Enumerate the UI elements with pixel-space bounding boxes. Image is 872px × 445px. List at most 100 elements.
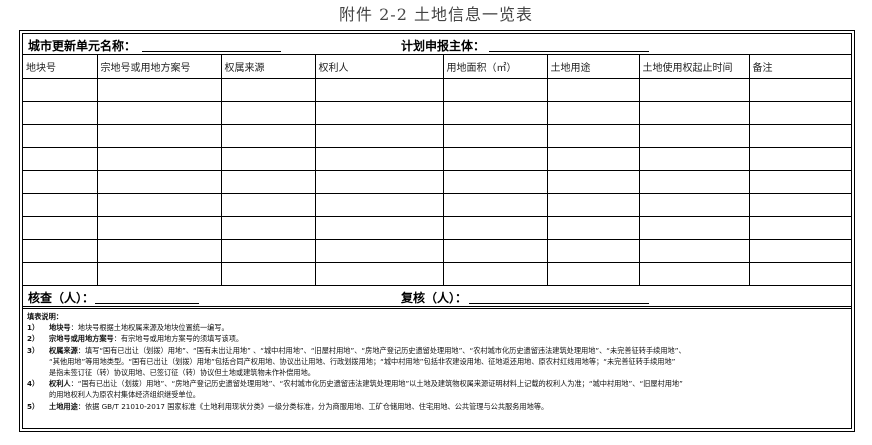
table-cell[interactable] xyxy=(638,170,750,194)
table-cell[interactable] xyxy=(23,78,98,102)
checker-label: 核查（人）： xyxy=(28,291,95,305)
table-cell[interactable] xyxy=(96,216,222,240)
table-cell[interactable] xyxy=(314,147,444,171)
table-cell[interactable] xyxy=(96,124,222,148)
instruction-number: 1） xyxy=(27,323,40,333)
table-cell[interactable] xyxy=(638,124,750,148)
table-cell[interactable] xyxy=(23,101,98,125)
table-cell[interactable] xyxy=(96,170,222,194)
table-cell[interactable] xyxy=(748,193,852,217)
table-row xyxy=(23,78,852,102)
instruction-term: 权属来源 xyxy=(49,345,78,355)
instruction-number: 4） xyxy=(27,379,40,389)
table-cell[interactable] xyxy=(442,193,548,217)
instruction-line: 5） 土地用途：依据 GB/T 21010-2017 国家标准《土地利用现状分类》… xyxy=(27,401,847,412)
table-cell[interactable] xyxy=(96,78,222,102)
table-cell[interactable] xyxy=(546,216,640,240)
table-cell[interactable] xyxy=(220,193,316,217)
table-cell[interactable] xyxy=(748,124,852,148)
instruction-text: 的用地权利人为原农村集体经济组织继受单位。 xyxy=(49,390,200,400)
table-cell[interactable] xyxy=(220,101,316,125)
table-cell[interactable] xyxy=(638,216,750,240)
form-inner: 城市更新单元名称： 计划申报主体： 地块号 宗地号或用地方案号 权属来源 权利人 用地面… xyxy=(22,33,852,429)
table-cell[interactable] xyxy=(220,170,316,194)
table-cell[interactable] xyxy=(546,193,640,217)
table-cell[interactable] xyxy=(314,101,444,125)
instruction-term: 土地用途 xyxy=(49,401,78,411)
table-cell[interactable] xyxy=(220,147,316,171)
instruction-text: “其他用地”等用地类型。“国有已出让（划拨）用地”包括合同产权用地、协议出让用地… xyxy=(49,356,676,366)
table-cell[interactable] xyxy=(23,170,98,194)
table-cell[interactable] xyxy=(638,78,750,102)
table-cell[interactable] xyxy=(442,78,548,102)
instruction-term: 地块号 xyxy=(49,323,71,333)
table-cell[interactable] xyxy=(748,78,852,102)
checker-field[interactable] xyxy=(95,303,199,304)
table-cell[interactable] xyxy=(314,262,444,286)
unit-name-label: 城市更新单元名称： xyxy=(28,39,137,53)
table-cell[interactable] xyxy=(23,239,98,263)
reviewer-field[interactable] xyxy=(469,303,649,304)
table-cell[interactable] xyxy=(314,170,444,194)
table-cell[interactable] xyxy=(220,124,316,148)
table-cell[interactable] xyxy=(314,78,444,102)
unit-name-field[interactable] xyxy=(142,51,281,52)
table-cell[interactable] xyxy=(96,193,222,217)
table-cell[interactable] xyxy=(748,170,852,194)
table-cell[interactable] xyxy=(638,239,750,263)
table-cell[interactable] xyxy=(546,170,640,194)
table-row xyxy=(23,124,852,148)
table-row xyxy=(23,262,852,286)
applicant-field[interactable] xyxy=(489,51,649,52)
table-cell[interactable] xyxy=(546,262,640,286)
form-header: 城市更新单元名称： 计划申报主体： xyxy=(23,34,851,55)
table-cell[interactable] xyxy=(220,239,316,263)
table-cell[interactable] xyxy=(638,193,750,217)
table-cell[interactable] xyxy=(546,147,640,171)
table-cell[interactable] xyxy=(748,101,852,125)
table-cell[interactable] xyxy=(442,147,548,171)
table-cell[interactable] xyxy=(442,101,548,125)
instruction-line: 4） 权利人：“国有已出让（划拨）用地”、“房地产登记历史遗留处理用地”、“农村城… xyxy=(27,378,847,389)
table-cell[interactable] xyxy=(220,78,316,102)
form-frame: 城市更新单元名称： 计划申报主体： 地块号 宗地号或用地方案号 权属来源 权利人 用地面… xyxy=(19,30,855,432)
table-cell[interactable] xyxy=(23,262,98,286)
table-cell[interactable] xyxy=(96,262,222,286)
table-cell[interactable] xyxy=(546,78,640,102)
reviewer-label: 复核（人）： xyxy=(401,291,468,305)
table-cell[interactable] xyxy=(748,239,852,263)
table-cell[interactable] xyxy=(638,262,750,286)
table-cell[interactable] xyxy=(220,262,316,286)
table-cell[interactable] xyxy=(96,147,222,171)
table-cell[interactable] xyxy=(314,124,444,148)
table-cell[interactable] xyxy=(638,147,750,171)
table-cell[interactable] xyxy=(442,239,548,263)
instruction-text: ：填写“国有已出让（划拨）用地”、“国有未出让用地” 、“城中村用地”、“旧屋村… xyxy=(77,345,686,355)
table-cell[interactable] xyxy=(96,101,222,125)
instruction-text: 是指未签订征（转）协议用地、已签订征（转）协议但土地或建筑物未作补偿用地。 xyxy=(49,368,315,378)
table-cell[interactable] xyxy=(23,216,98,240)
column-header: 权属来源 xyxy=(220,55,316,79)
table-cell[interactable] xyxy=(23,193,98,217)
table-cell[interactable] xyxy=(442,216,548,240)
table-cell[interactable] xyxy=(314,239,444,263)
table-cell[interactable] xyxy=(638,101,750,125)
table-cell[interactable] xyxy=(23,124,98,148)
table-cell[interactable] xyxy=(220,216,316,240)
table-cell[interactable] xyxy=(546,101,640,125)
table-cell[interactable] xyxy=(314,193,444,217)
table-cell[interactable] xyxy=(748,262,852,286)
instruction-text: ：地块号根据土地权属来源及地块位置统一编写。 xyxy=(70,323,229,333)
table-cell[interactable] xyxy=(96,239,222,263)
table-cell[interactable] xyxy=(748,147,852,171)
table-cell[interactable] xyxy=(314,216,444,240)
table-cell[interactable] xyxy=(23,147,98,171)
table-cell[interactable] xyxy=(442,170,548,194)
table-cell[interactable] xyxy=(442,262,548,286)
table-cell[interactable] xyxy=(546,124,640,148)
column-header: 土地使用权起止时间 xyxy=(638,55,750,79)
form-footer: 核查（人）： 复核（人）： xyxy=(23,284,851,309)
table-cell[interactable] xyxy=(442,124,548,148)
table-cell[interactable] xyxy=(748,216,852,240)
table-cell[interactable] xyxy=(546,239,640,263)
